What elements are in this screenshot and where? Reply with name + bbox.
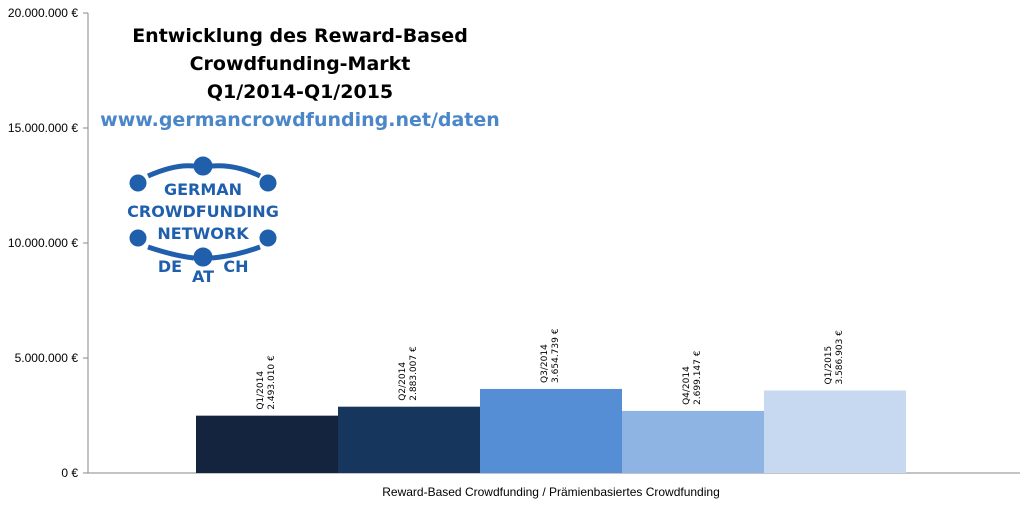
chart-title-line-2: Crowdfunding-Markt [189, 53, 411, 75]
website-link[interactable]: www.germancrowdfunding.net/daten [100, 109, 500, 131]
bar-category-label: Q2/2014 [398, 362, 408, 401]
logo-line-3: NETWORK [157, 224, 249, 243]
chart-title-line-1: Entwicklung des Reward-Based [132, 25, 468, 47]
bar-value-label: 2.699.147 € [693, 350, 703, 405]
logo-country-de: DE [158, 257, 182, 276]
bar-category-label: Q3/2014 [540, 344, 550, 383]
bar-value-label: 2.883.007 € [409, 346, 419, 401]
bar-value-label: 3.586.903 € [835, 330, 845, 385]
x-axis-label: Reward-Based Crowdfunding / Prämienbasie… [382, 485, 720, 499]
y-tick-label: 15.000.000 € [8, 121, 78, 135]
bar-Q1-2014 [196, 415, 338, 473]
bar-Q2-2014 [338, 406, 480, 473]
bar-value-label: 3.654.739 € [551, 328, 561, 383]
bar-category-label: Q4/2014 [682, 366, 692, 405]
logo-country-ch: CH [223, 257, 248, 276]
bar-category-label: Q1/2014 [256, 371, 266, 410]
bar-value-label: 2.493.010 € [267, 355, 277, 410]
y-tick-label: 5.000.000 € [15, 351, 79, 365]
y-tick-label: 10.000.000 € [8, 236, 78, 250]
logo-line-2: CROWDFUNDING [127, 202, 279, 221]
bar-Q1-2015 [764, 390, 906, 473]
bar-Q4-2014 [622, 410, 764, 473]
logo-country-at: AT [192, 267, 214, 282]
y-tick-label: 0 € [61, 466, 78, 480]
bar-Q3-2014 [480, 388, 622, 473]
chart-title-line-3: Q1/2014-Q1/2015 [206, 81, 394, 103]
bar-category-label: Q1/2015 [824, 346, 834, 385]
logo-line-1: GERMAN [164, 180, 242, 199]
y-tick-label: 20.000.000 € [8, 6, 78, 20]
german-crowdfunding-network-logo: GERMAN CROWDFUNDING NETWORK DE AT CH [127, 156, 279, 282]
